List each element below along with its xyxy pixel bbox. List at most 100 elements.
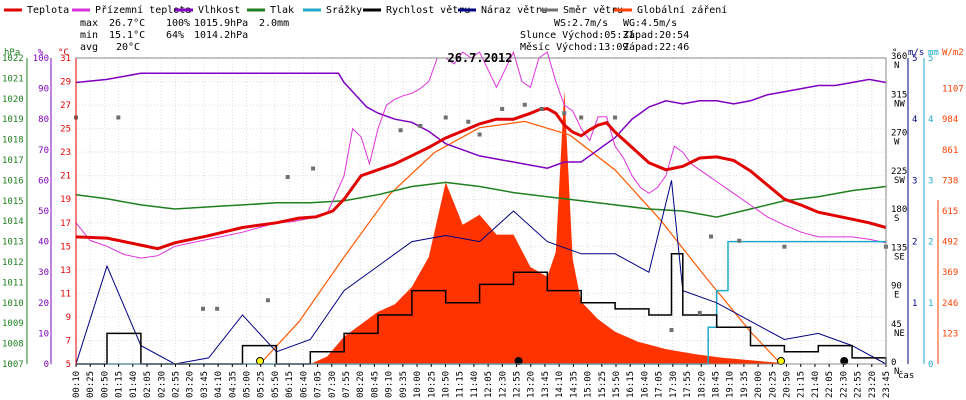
x-tick-label: 10:00 xyxy=(413,371,423,398)
plot-area xyxy=(74,50,888,365)
x-tick-label: 11:15 xyxy=(456,371,466,398)
x-tick-label: 05:25 xyxy=(257,371,267,398)
radiation-tick-label: 984 xyxy=(942,115,958,125)
wind-direction-point xyxy=(522,102,527,107)
temperature-tick-label: 25 xyxy=(60,125,71,135)
wind-direction-point xyxy=(539,107,544,111)
x-tick-label: 12:30 xyxy=(498,371,508,398)
x-tick-label: 05:50 xyxy=(271,371,281,398)
pressure-tick-label: 1015 xyxy=(2,197,24,207)
x-tick-label: 00:50 xyxy=(100,371,110,398)
temperature-tick-label: 31 xyxy=(60,54,71,64)
sunset-marker xyxy=(777,357,786,365)
wind-speed-info: WS:2.7m/s xyxy=(554,18,608,29)
stat-value: 20°C xyxy=(116,42,140,53)
x-tick-label: 16:15 xyxy=(626,371,636,398)
wind-direction-point xyxy=(697,311,702,315)
legend-label: Rychlost větru xyxy=(386,4,470,16)
rain-tick-label: 2 xyxy=(928,238,933,248)
moonset-marker xyxy=(840,357,849,365)
x-tick-label: 14:35 xyxy=(569,371,579,398)
x-tick-label: 20:50 xyxy=(783,371,793,398)
x-tick-label: 15:50 xyxy=(612,371,622,398)
direction-tick-label: 225 xyxy=(891,167,907,177)
x-tick-label: 02:55 xyxy=(171,371,181,398)
pressure-tick-label: 1013 xyxy=(2,238,24,248)
x-tick-label: 06:15 xyxy=(285,371,295,398)
x-tick-label: 01:15 xyxy=(115,371,125,398)
x-tick-label: 20:25 xyxy=(768,371,778,398)
direction-compass-label: NW xyxy=(894,99,905,109)
wind-direction-point xyxy=(311,166,316,171)
radiation-tick-label: 246 xyxy=(942,299,958,309)
wind-direction-point xyxy=(285,175,290,179)
humidity-tick-label: 90 xyxy=(38,85,49,95)
x-tick-label: 05:00 xyxy=(243,371,253,398)
pressure-tick-label: 1012 xyxy=(2,258,24,268)
humidity-tick-label: 70 xyxy=(38,146,49,156)
wind-direction-point xyxy=(562,111,567,116)
pressure-line xyxy=(75,181,887,218)
x-tick-label: 13:45 xyxy=(541,371,551,398)
stats-block: max 26.7°C 100% 1015.9hPa 2.0mm min 15.1°C 64% 1… xyxy=(80,18,289,53)
stat-value: 100% xyxy=(166,18,190,29)
x-tick-label: 01:40 xyxy=(129,371,139,398)
temperature-tick-label: 9 xyxy=(66,313,71,323)
x-tick-label: 12:55 xyxy=(513,371,523,398)
rain-tick-label: 3 xyxy=(928,176,933,186)
wind-direction-point xyxy=(215,306,220,311)
radiation-unit: W/m2 xyxy=(942,48,964,58)
wind-direction-point xyxy=(477,132,482,137)
sun-set-info: Západ:20:54 xyxy=(623,29,689,41)
x-tick-label: 10:25 xyxy=(427,371,437,398)
x-tick-label: 18:20 xyxy=(697,371,707,398)
stat-value: 1015.9hPa xyxy=(194,18,248,29)
rain-tick-label: 1 xyxy=(928,299,933,309)
x-tick-label: 09:10 xyxy=(385,371,395,398)
radiation-tick-label: 738 xyxy=(942,176,958,186)
sunrise-marker xyxy=(256,357,265,365)
x-tick-label: 02:05 xyxy=(143,371,153,398)
x-tick-label: 13:20 xyxy=(527,371,537,398)
humidity-tick-label: 60 xyxy=(38,176,49,186)
x-tick-label: 21:15 xyxy=(797,371,807,398)
x-tick-label: 07:30 xyxy=(328,371,338,398)
legend: Teplota Přízemní teplota Vlhkost Tlak Srážky… xyxy=(4,4,727,16)
x-tick-label: 20:00 xyxy=(754,371,764,398)
direction-tick-label: 135 xyxy=(891,243,907,253)
moon-rise-info: Měsíc Východ:13:09 xyxy=(520,41,628,53)
wind-tick-label: 4 xyxy=(912,115,917,125)
x-tick-label: 04:10 xyxy=(214,371,224,398)
humidity-tick-label: 10 xyxy=(38,329,49,339)
x-tick-label: 00:25 xyxy=(86,371,96,398)
legend-label: Teplota xyxy=(27,5,69,16)
wind-direction-point xyxy=(500,107,505,111)
x-tick-label: 08:20 xyxy=(356,371,366,398)
x-tick-label: 02:30 xyxy=(157,371,167,398)
x-tick-label: 10:50 xyxy=(441,371,451,398)
radiation-tick-label: 615 xyxy=(942,207,958,217)
wind-tick-label: 2 xyxy=(912,238,917,248)
x-tick-label: 17:55 xyxy=(683,371,693,398)
x-tick-label: 03:20 xyxy=(186,371,196,398)
temperature-tick-label: 23 xyxy=(60,148,71,158)
radiation-tick-label: 369 xyxy=(942,268,958,278)
wind-direction-point xyxy=(709,234,714,239)
direction-compass-label: N xyxy=(894,367,899,377)
moonrise-marker xyxy=(514,357,523,365)
x-tick-label: 22:05 xyxy=(825,371,835,398)
direction-compass-label: W xyxy=(894,138,900,148)
rain-tick-label: 0 xyxy=(928,360,933,370)
x-tick-label: 12:05 xyxy=(484,371,494,398)
x-tick-label: 19:35 xyxy=(740,371,750,398)
theoretical-radiation-line xyxy=(259,120,782,365)
humidity-tick-label: 0 xyxy=(44,360,49,370)
x-tick-label: 19:10 xyxy=(726,371,736,398)
x-tick-label: 04:35 xyxy=(228,371,238,398)
temperature-tick-label: 13 xyxy=(60,266,71,276)
x-tick-label: 15:25 xyxy=(598,371,608,398)
legend-label: Srážky xyxy=(326,4,362,16)
x-tick-label: 07:05 xyxy=(314,371,324,398)
x-tick-label: 17:05 xyxy=(655,371,665,398)
